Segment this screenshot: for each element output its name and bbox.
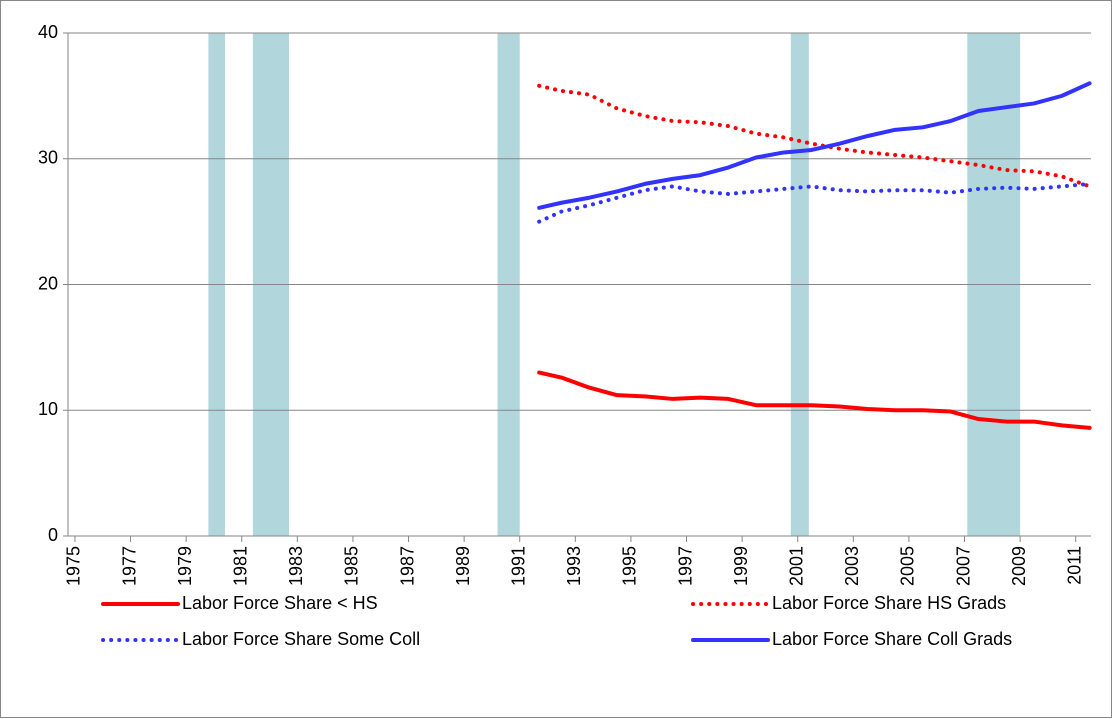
x-tick-label: 1985 [342,546,362,586]
x-tick-label: 2009 [1009,546,1029,586]
x-tick-label: 1991 [508,546,528,586]
x-tick-label: 1983 [286,546,306,586]
x-tick-label: 1989 [453,546,473,586]
x-tick-label: 1993 [564,546,584,586]
y-tick-label: 20 [38,273,58,293]
legend-label: Labor Force Share HS Grads [772,593,1006,613]
y-tick-label: 10 [38,399,58,419]
x-tick-label: 1999 [731,546,751,586]
x-tick-label: 1979 [175,546,195,586]
x-tick-label: 2011 [1064,546,1084,585]
x-tick-label: 1981 [230,546,250,586]
x-tick-label: 2005 [898,546,918,586]
x-tick-label: 1977 [119,546,139,586]
legend-label: Labor Force Share Coll Grads [772,629,1012,649]
y-tick-label: 0 [48,525,58,545]
series-line [537,81,1092,210]
x-tick-label: 2007 [953,546,973,586]
x-tick-label: 1987 [397,546,417,586]
x-tick-label: 2003 [842,546,862,586]
legend-label: Labor Force Share Some Coll [182,629,420,649]
x-tick-label: 1995 [620,546,640,586]
y-tick-label: 40 [38,22,58,42]
legend-label: Labor Force Share < HS [182,593,378,613]
series-line [537,370,1092,430]
x-tick-label: 1975 [64,546,84,586]
y-tick-label: 30 [38,148,58,168]
x-tick-label: 1997 [675,546,695,586]
x-tick-label: 2001 [786,546,806,586]
